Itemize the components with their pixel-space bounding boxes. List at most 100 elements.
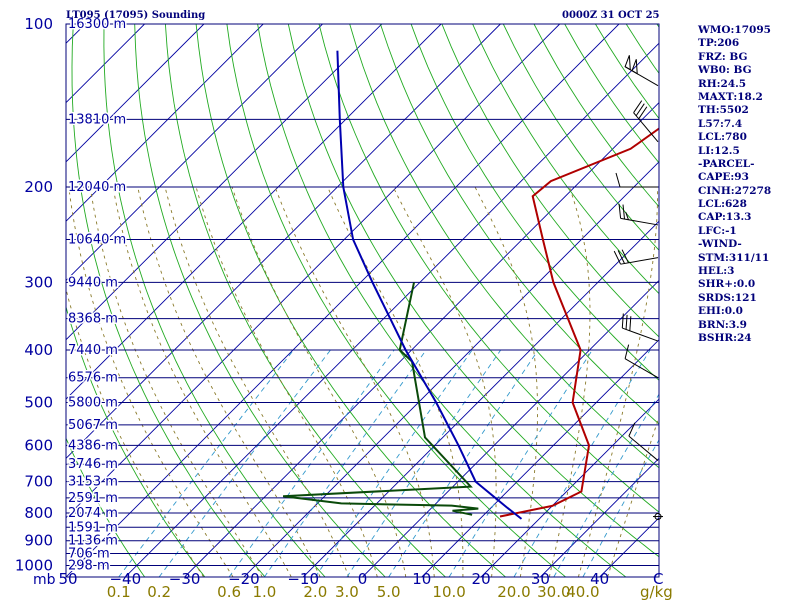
- isotherm-line: [66, 24, 323, 282]
- dry-adiabat: [318, 24, 659, 513]
- sidebar-stat: -PARCEL-: [698, 157, 755, 170]
- height-label: 9440 m: [68, 275, 118, 290]
- isotherm-line: [421, 339, 659, 577]
- mixing-ratio-line: [513, 349, 651, 577]
- barb-flag: [624, 344, 630, 359]
- sidebar-stat: WMO:17095: [698, 24, 771, 36]
- barb-flag: [633, 100, 643, 113]
- sidebar-stat: CAP:13.3: [698, 211, 752, 224]
- mixing-ratio-label: 3.0: [335, 583, 359, 600]
- dry-adiabat: [164, 24, 446, 577]
- pressure-tick-label: 600: [24, 436, 53, 454]
- mixing-ratio-label: 40.0: [566, 583, 599, 600]
- wind-barb: [624, 55, 659, 87]
- isotherm-line: [66, 24, 205, 163]
- dry-adiabat: [780, 24, 800, 577]
- moist-adiabat: [195, 186, 378, 577]
- plot-frame: [65, 23, 660, 578]
- moist-adiabat: [577, 186, 659, 577]
- mixing-ratio-label: 0.1: [107, 583, 131, 600]
- height-label: 1591 m: [68, 520, 118, 535]
- sidebar-stat: HEL:3: [698, 265, 735, 278]
- dry-adiabat: [287, 24, 659, 558]
- dry-adiabat: [195, 24, 506, 577]
- height-label: 706 m: [68, 546, 110, 561]
- isotherm-line: [66, 24, 561, 519]
- dry-adiabat: [349, 24, 659, 469]
- isotherm-line: [66, 24, 620, 577]
- mixing-ratio-line: [314, 349, 473, 577]
- dry-adiabat: [502, 24, 659, 251]
- height-label: 3153 m: [68, 475, 118, 490]
- height-label: 5800 m: [68, 396, 118, 411]
- pressure-tick-label: 1000: [15, 557, 53, 575]
- sidebar-stat: LI:12.5: [698, 144, 740, 157]
- moist-adiabat: [607, 415, 659, 577]
- temperature-profile: [499, 127, 659, 518]
- barb-staff: [620, 217, 659, 226]
- barb-flag: [615, 172, 621, 188]
- dry-adiabat: [134, 24, 386, 577]
- mixing-ratio-label: 20.0: [497, 583, 530, 600]
- height-label: 2591 m: [68, 491, 118, 506]
- temp-tick-label: 0: [358, 570, 368, 588]
- temp-tick-label: −20: [228, 570, 260, 588]
- sidebar-stat: LCL:628: [698, 198, 747, 211]
- mixing-ratio-line: [448, 349, 593, 577]
- sidebar-stat: LCL:780: [698, 131, 747, 144]
- temp-tick-label: −10: [287, 570, 319, 588]
- barb-staff: [624, 358, 659, 379]
- temp-tick-label: 10: [412, 570, 431, 588]
- moist-adiabat: [137, 186, 321, 577]
- barb-pennant: [624, 55, 631, 71]
- stats-sidebar: WMO:17095 TP:206 FRZ: BG WB0: BG RH:24.5 MAXT…: [698, 24, 771, 345]
- sidebar-stat: MAXT:18.2: [698, 90, 763, 103]
- mixing-ratio-line: [553, 393, 659, 577]
- sidebar-stat: WB0: BG: [698, 64, 752, 77]
- isotherm-line: [66, 24, 264, 222]
- moist-adiabat: [274, 186, 435, 577]
- mixing-ratio-line: [118, 349, 294, 577]
- mixing-ratio-line: [228, 349, 395, 577]
- sidebar-stat: SHR+:0.0: [698, 278, 756, 291]
- moist-adiabat: [474, 186, 538, 577]
- isotherm-line: [184, 101, 659, 577]
- barb-flag: [622, 204, 626, 220]
- barb-flag: [635, 103, 645, 117]
- pressure-tick-label: 200: [24, 178, 53, 196]
- wind-barb: [621, 313, 659, 342]
- mixing-ratio-line: [388, 349, 539, 577]
- sidebar-stat: CAPE:93: [698, 171, 749, 184]
- dry-adiabat: [71, 24, 266, 577]
- barb-flag: [621, 313, 624, 329]
- dry-adiabat: [441, 24, 659, 338]
- height-label: 4386 m: [68, 438, 118, 453]
- barb-staff: [620, 257, 659, 265]
- dry-adiabat: [472, 24, 659, 295]
- moist-adiabat: [66, 287, 204, 577]
- barb-flag: [638, 106, 648, 120]
- pressure-tick-label: 400: [24, 341, 53, 359]
- sidebar-stat: STM:311/11: [698, 251, 770, 264]
- barb-staff: [622, 327, 659, 342]
- height-label: 3746 m: [68, 457, 118, 472]
- dry-adiabat: [410, 24, 659, 381]
- mixing-ratio-label: 1.0: [252, 583, 276, 600]
- wind-barb: [653, 513, 663, 521]
- barb-flag: [613, 250, 622, 265]
- barb-flag: [629, 316, 632, 331]
- dry-adiabat: [379, 24, 659, 425]
- wind-barb: [615, 172, 658, 188]
- barb-flag: [617, 250, 625, 264]
- valid-time: 0000Z 31 OCT 25: [562, 10, 660, 21]
- height-label: 8368 m: [68, 312, 118, 327]
- mixing-ratio-label: 0.2: [147, 583, 171, 600]
- barb-staff: [633, 112, 659, 143]
- wind-barb: [613, 249, 659, 265]
- barb-flag: [625, 211, 629, 220]
- sidebar-stat: BSHR:24: [698, 331, 752, 344]
- mixing-ratio-unit: g/kg: [640, 583, 673, 600]
- sidebar-stat: FRZ: BG: [698, 50, 748, 63]
- isotherm-line: [66, 24, 383, 341]
